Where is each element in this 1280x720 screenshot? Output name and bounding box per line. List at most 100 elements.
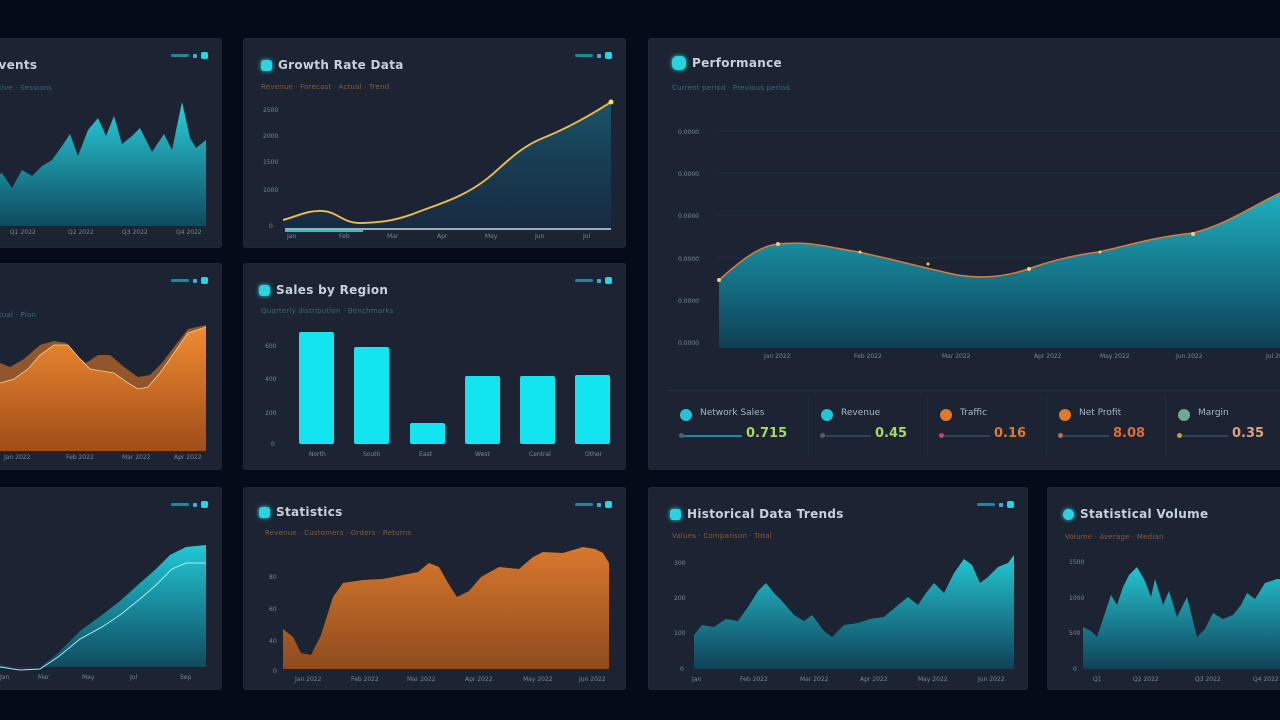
chart-line-growth: 2500 2000 1500 1000 0 Jan Feb Mar Apr Ma… xyxy=(263,99,614,240)
svg-text:Apr 2022: Apr 2022 xyxy=(860,676,888,683)
panel-title-text: Statistics xyxy=(276,505,343,519)
svg-text:Jun 2022: Jun 2022 xyxy=(977,676,1005,683)
svg-text:Feb 2022: Feb 2022 xyxy=(66,454,94,461)
panel-title-text: Historical Data Trends xyxy=(687,507,844,521)
panel-controls[interactable] xyxy=(171,277,208,284)
panel-controls[interactable] xyxy=(575,501,612,508)
panel-users: Jan Mar May Jul Sep xyxy=(0,487,222,690)
svg-text:Jun: Jun xyxy=(534,233,545,240)
svg-text:South: South xyxy=(363,451,381,458)
panel-title: Statistical Volume xyxy=(1063,507,1208,521)
expand-icon[interactable] xyxy=(1007,501,1014,508)
panel-title: Events xyxy=(0,58,37,72)
stat-net-profit[interactable]: Net Profit 8.08 xyxy=(1047,395,1166,455)
svg-text:1000: 1000 xyxy=(263,187,278,194)
svg-text:May 2022: May 2022 xyxy=(918,676,948,683)
stat-revenue[interactable]: Revenue 0.45 xyxy=(809,395,928,455)
svg-text:Feb 2022: Feb 2022 xyxy=(740,676,768,683)
svg-text:Q2 2022: Q2 2022 xyxy=(1133,676,1159,683)
svg-text:Mar 2022: Mar 2022 xyxy=(800,676,829,683)
panel-subtitle: Quarterly distribution · Benchmarks xyxy=(261,307,394,315)
svg-text:Apr 2022: Apr 2022 xyxy=(465,676,493,683)
svg-text:May: May xyxy=(82,674,95,681)
panel-controls[interactable] xyxy=(171,501,208,508)
svg-text:Jan: Jan xyxy=(691,676,701,683)
svg-text:1500: 1500 xyxy=(1069,559,1084,566)
panel-title-text: Sales by Region xyxy=(276,283,389,297)
panel-statistics: Statistics Revenue · Customers · Orders … xyxy=(243,487,626,690)
svg-text:300: 300 xyxy=(674,560,686,567)
svg-text:Jul: Jul xyxy=(129,674,138,681)
svg-text:Sep: Sep xyxy=(180,674,192,681)
cluster-icon xyxy=(672,56,686,70)
chart-area-costs: Jan 2022 Feb 2022 Mar 2022 Apr 2022 xyxy=(0,325,207,461)
svg-text:Jul 2022: Jul 2022 xyxy=(1265,353,1280,360)
svg-text:Central: Central xyxy=(529,451,551,458)
expand-icon[interactable] xyxy=(605,277,612,284)
svg-text:Q2 2022: Q2 2022 xyxy=(68,229,94,236)
panel-subtitle: Revenue · Customers · Orders · Returns xyxy=(265,529,412,537)
chart-area-users: Jan Mar May Jul Sep xyxy=(0,545,206,681)
panel-subtitle: Actual · Plan xyxy=(0,311,37,319)
svg-text:Q3 2022: Q3 2022 xyxy=(1195,676,1221,683)
svg-text:May: May xyxy=(485,233,498,240)
chart-area-statistics: 80 60 40 0 Jan 2022 Feb 2022 Mar 2022 Ap… xyxy=(269,547,609,683)
svg-text:500: 500 xyxy=(1069,630,1081,637)
svg-text:2000: 2000 xyxy=(263,133,278,140)
expand-icon[interactable] xyxy=(605,501,612,508)
panel-title: Historical Data Trends xyxy=(670,507,844,521)
svg-text:Jan 2022: Jan 2022 xyxy=(3,454,31,461)
stat-margin[interactable]: Margin 0.35 xyxy=(1166,395,1280,455)
panel-controls[interactable] xyxy=(575,52,612,59)
svg-text:Jan: Jan xyxy=(0,674,9,681)
panel-title: Growth Rate Data xyxy=(261,58,404,72)
svg-text:400: 400 xyxy=(265,376,277,383)
svg-text:Mar 2022: Mar 2022 xyxy=(122,454,151,461)
panel-title-text: Growth Rate Data xyxy=(278,58,404,72)
panel-subtitle: Current period · Previous period xyxy=(672,84,790,92)
panel-controls[interactable] xyxy=(977,501,1014,508)
svg-text:0.0000: 0.0000 xyxy=(678,298,699,305)
chart-area-performance: 0.0000 0.0000 0.0000 0.0000 0.0000 0.000… xyxy=(678,129,1280,360)
panel-historical-trends: Historical Data Trends Values · Comparis… xyxy=(648,487,1028,690)
svg-text:40: 40 xyxy=(269,638,277,645)
expand-icon[interactable] xyxy=(201,277,208,284)
panel-events: Events Active · Sessions Q1 2022 Q2 2022… xyxy=(0,38,222,248)
svg-text:May 2022: May 2022 xyxy=(523,676,553,683)
series-dot-icon xyxy=(821,409,833,421)
panel-title-text: Performance xyxy=(692,56,782,70)
cloud-icon xyxy=(1063,508,1074,520)
chart-icon xyxy=(261,59,272,71)
svg-text:2500: 2500 xyxy=(263,107,278,114)
svg-text:Feb 2022: Feb 2022 xyxy=(854,353,882,360)
chart-area-volume: 1500 1000 500 0 Q1 Q2 2022 Q3 2022 Q4 20… xyxy=(1069,559,1280,683)
svg-text:1000: 1000 xyxy=(1069,595,1084,602)
svg-text:Feb 2022: Feb 2022 xyxy=(351,676,379,683)
stat-network-sales[interactable]: Network Sales 0.715 xyxy=(668,395,809,455)
expand-icon[interactable] xyxy=(605,52,612,59)
expand-icon[interactable] xyxy=(201,501,208,508)
svg-text:Feb: Feb xyxy=(339,233,350,240)
svg-text:West: West xyxy=(475,451,490,458)
svg-text:Other: Other xyxy=(585,451,603,458)
svg-text:0.0000: 0.0000 xyxy=(678,171,699,178)
svg-text:Q3 2022: Q3 2022 xyxy=(122,229,148,236)
panel-controls[interactable] xyxy=(171,52,208,59)
svg-text:0.0000: 0.0000 xyxy=(678,256,699,263)
svg-text:Mar: Mar xyxy=(387,233,399,240)
expand-icon[interactable] xyxy=(201,52,208,59)
stat-traffic[interactable]: Traffic 0.16 xyxy=(928,395,1047,455)
svg-text:Jun 2022: Jun 2022 xyxy=(578,676,606,683)
panel-controls[interactable] xyxy=(575,277,612,284)
svg-text:0: 0 xyxy=(680,666,684,673)
svg-text:0: 0 xyxy=(269,223,273,230)
svg-text:0: 0 xyxy=(271,441,275,448)
series-dot-icon xyxy=(940,409,952,421)
svg-text:Jun 2022: Jun 2022 xyxy=(1175,353,1203,360)
chart-area-historical: 300 200 100 0 Jan Feb 2022 Mar 2022 Apr … xyxy=(674,555,1014,683)
series-dot-icon xyxy=(1178,409,1190,421)
panel-subtitle: Volume · Average · Median xyxy=(1065,533,1164,541)
series-dot-icon xyxy=(1059,409,1071,421)
svg-text:80: 80 xyxy=(269,574,277,581)
svg-text:1500: 1500 xyxy=(263,159,278,166)
